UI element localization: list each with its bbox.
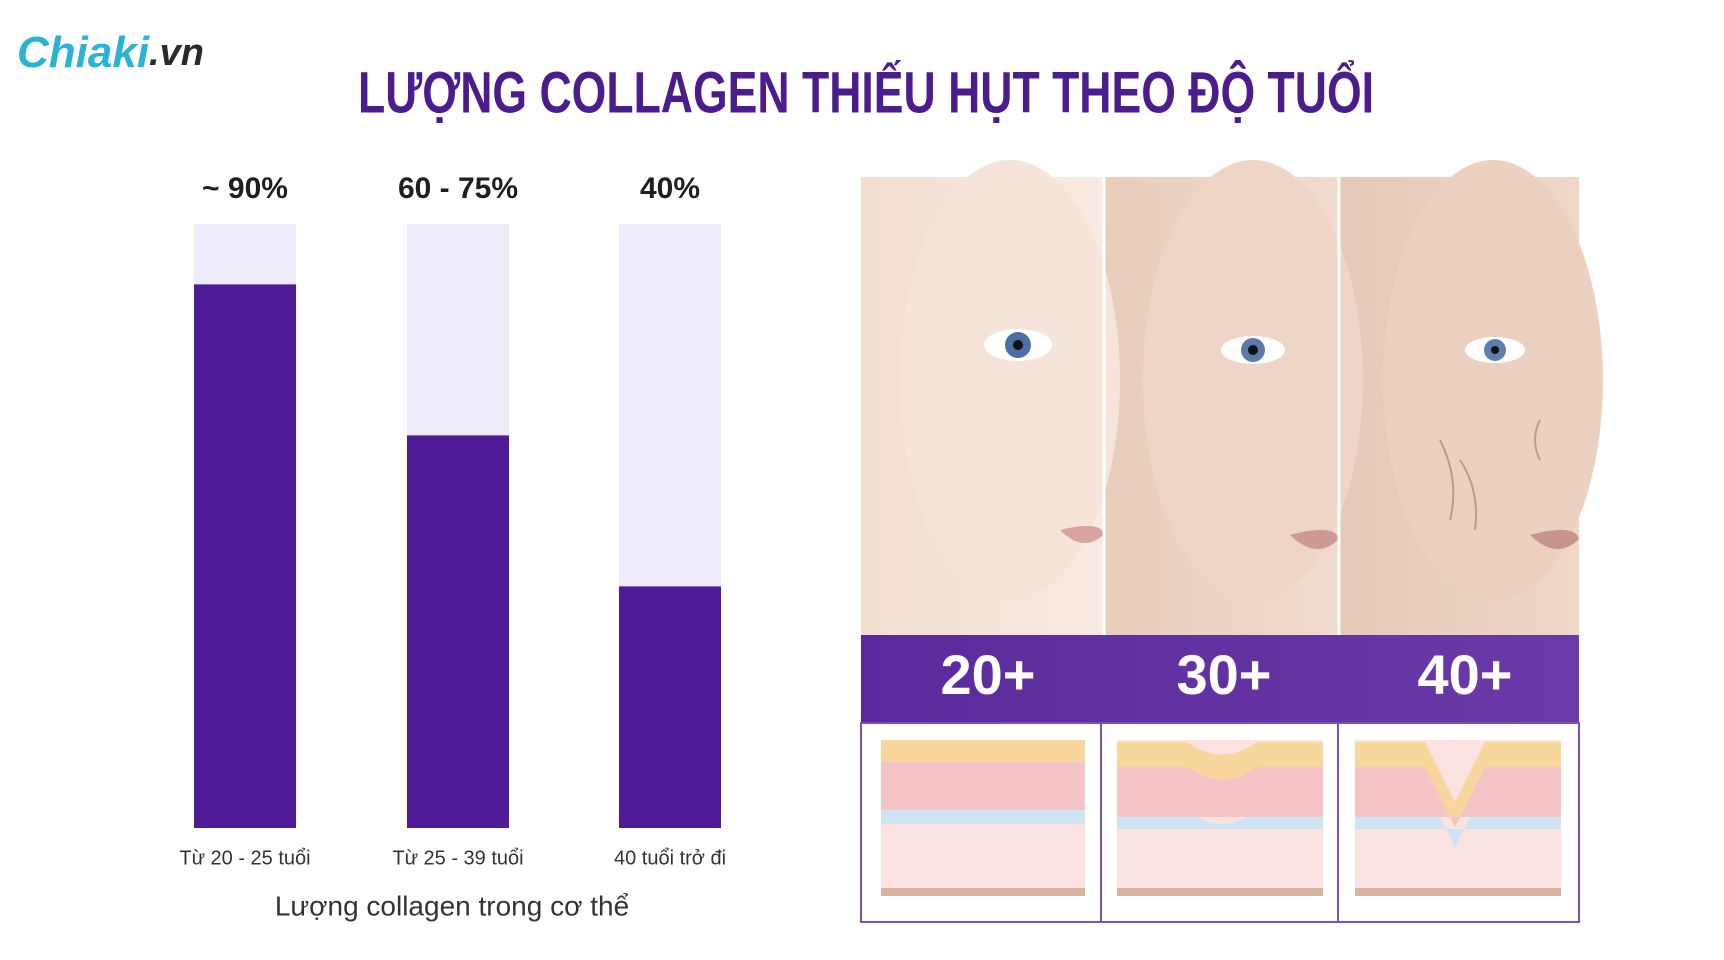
bar: [194, 284, 296, 828]
value-label: ~ 90%: [202, 172, 288, 205]
x-tick-label: Từ 25 - 39 tuổi: [392, 847, 523, 869]
x-axis-label: Lượng collagen trong cơ thể: [275, 890, 629, 921]
value-label: 40%: [640, 172, 700, 205]
value-label: 60 - 75%: [398, 172, 518, 205]
chart-title: LƯỢNG COLLAGEN THIẾU HỤT THEO ĐỘ TUỔI: [358, 60, 1374, 125]
age-label: 40+: [1418, 643, 1513, 706]
age-label: 20+: [941, 643, 1036, 706]
skin-diagrams: [860, 722, 1580, 923]
face-photos: [861, 160, 1603, 635]
x-tick-label: Từ 20 - 25 tuổi: [179, 847, 310, 869]
x-tick-label: 40 tuổi trở đi: [614, 847, 726, 869]
logo: Chiaki.vn: [17, 28, 204, 77]
bar: [407, 435, 509, 828]
bar: [619, 586, 721, 828]
logo-name: Chiaki: [17, 28, 150, 77]
age-band: [861, 635, 1579, 723]
age-label: 30+: [1177, 643, 1272, 706]
logo-suffix: .vn: [149, 32, 204, 74]
